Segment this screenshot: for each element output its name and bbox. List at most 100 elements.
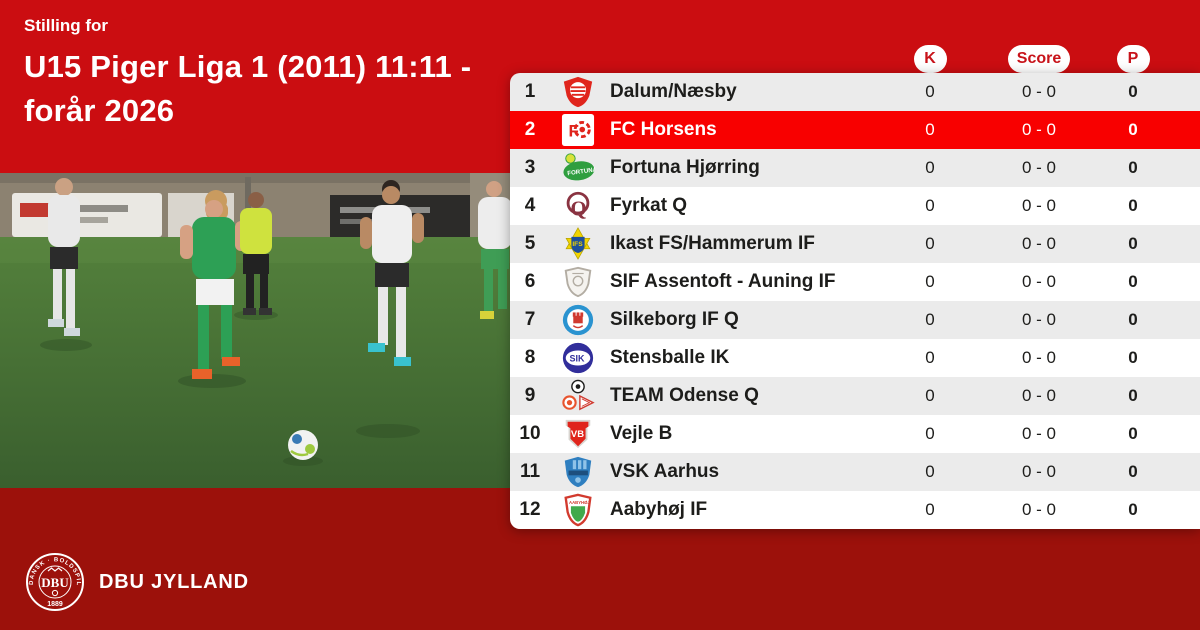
matches-value: 0 xyxy=(925,82,935,101)
fortuna-hjoerring-logo: FORTUNA xyxy=(550,151,606,185)
player-green-center xyxy=(180,190,248,379)
stensballe-ik-logo: SIK xyxy=(550,341,606,375)
score-value: 0 - 0 xyxy=(1021,158,1057,177)
position-number: 6 xyxy=(524,271,536,292)
position-number: 1 xyxy=(524,81,536,102)
table-column-badges: K Score P xyxy=(510,45,1200,73)
score-value: 0 - 0 xyxy=(1021,272,1057,291)
matches-value: 0 xyxy=(925,386,935,405)
matches-value: 0 xyxy=(925,196,935,215)
points-value: 0 xyxy=(1128,348,1138,367)
club-name: Silkeborg IF Q xyxy=(610,309,739,330)
team-odense-logo xyxy=(550,379,606,413)
matches-value: 0 xyxy=(925,272,935,291)
table-row: 4 Q Fyrkat Q 0 0 - 0 0 xyxy=(510,187,1200,225)
position-number: 12 xyxy=(519,499,541,520)
score-value: 0 - 0 xyxy=(1021,82,1057,101)
table-row: 2 F FC Horsens 0 0 - 0 0 xyxy=(510,111,1200,149)
table-row: 1 Dalum/Næsby 0 0 - 0 0 xyxy=(510,73,1200,111)
position-number: 8 xyxy=(524,347,536,368)
eyebrow-label: Stilling for xyxy=(24,16,109,35)
points-value: 0 xyxy=(1128,310,1138,329)
matches-value: 0 xyxy=(925,120,935,139)
club-name: Dalum/Næsby xyxy=(610,81,737,102)
ikast-fs-logo: IFS xyxy=(550,227,606,261)
player-white-right xyxy=(360,180,424,366)
svg-text:IFS: IFS xyxy=(572,241,583,248)
match-photo-illustration xyxy=(0,173,510,488)
crest-year: 1889 xyxy=(47,601,63,608)
score-value: 0 - 0 xyxy=(1021,462,1057,481)
table-row: 8 SIK Stensballe IK 0 0 - 0 0 xyxy=(510,339,1200,377)
matches-value: 0 xyxy=(925,234,935,253)
points-value: 0 xyxy=(1128,500,1138,519)
club-name: VSK Aarhus xyxy=(610,461,720,482)
position-number: 5 xyxy=(524,233,536,254)
matches-column-badge: K xyxy=(913,45,947,73)
matches-value: 0 xyxy=(925,462,935,481)
position-number: 11 xyxy=(519,461,541,482)
position-number: 10 xyxy=(519,423,541,444)
points-value: 0 xyxy=(1128,462,1138,481)
position-number: 9 xyxy=(524,385,536,406)
club-name: Stensballe IK xyxy=(610,347,730,368)
crest-center-text: DBU xyxy=(41,575,69,590)
fc-horsens-logo: F xyxy=(550,113,606,147)
dbu-crest-icon: DANSK · BOLDSPIL · UNION 1889 DBU xyxy=(25,552,84,611)
points-value: 0 xyxy=(1128,424,1138,443)
table-row: 5 IFS Ikast FS/Hammerum IF 0 0 - 0 0 xyxy=(510,225,1200,263)
table-row: 6 SIF Assentoft - Auning IF 0 0 - 0 0 xyxy=(510,263,1200,301)
position-number: 3 xyxy=(524,157,536,178)
svg-text:F: F xyxy=(569,122,579,141)
svg-text:Q: Q xyxy=(570,197,586,220)
silkeborg-if-logo xyxy=(550,303,606,337)
score-value: 0 - 0 xyxy=(1021,196,1057,215)
club-name: Aabyhøj IF xyxy=(610,499,708,520)
svg-text:VB: VB xyxy=(571,429,584,440)
svg-text:FORTUNA: FORTUNA xyxy=(567,166,595,177)
matches-value: 0 xyxy=(925,424,935,443)
soccer-ball xyxy=(288,430,318,460)
table-row: 10 VB Vejle B 0 0 - 0 0 xyxy=(510,415,1200,453)
sif-assentoft-logo xyxy=(550,265,606,299)
matches-value: 0 xyxy=(925,348,935,367)
standings-table: 1 Dalum/Næsby 0 0 - 0 0 2 F FC Horsens 0… xyxy=(510,73,1200,529)
dalum-naesby-logo xyxy=(550,75,606,109)
page-title-line-1: U15 Piger Liga 1 (2011) 11:11 - xyxy=(24,49,472,84)
club-name: Fyrkat Q xyxy=(610,195,688,216)
table-row: 7 Silkeborg IF Q 0 0 - 0 0 xyxy=(510,301,1200,339)
score-value: 0 - 0 xyxy=(1021,348,1057,367)
matches-value: 0 xyxy=(925,310,935,329)
fyrkat-q-logo: Q xyxy=(550,189,606,223)
player-white-left xyxy=(48,178,80,336)
referee xyxy=(240,192,272,315)
header: Stilling for U15 Piger Liga 1 (2011) 11:… xyxy=(24,16,584,133)
aabyhoej-if-logo: AABYHØJ xyxy=(550,493,606,527)
points-value: 0 xyxy=(1128,158,1138,177)
table-row: 3 FORTUNA Fortuna Hjørring 0 0 - 0 0 xyxy=(510,149,1200,187)
org-wordmark: DBU JYLLAND xyxy=(99,570,249,593)
page-title: U15 Piger Liga 1 (2011) 11:11 - forår 20… xyxy=(24,45,584,133)
vejle-b-logo: VB xyxy=(550,417,606,451)
score-value: 0 - 0 xyxy=(1021,120,1057,139)
matches-value: 0 xyxy=(925,158,935,177)
club-name: Fortuna Hjørring xyxy=(610,157,760,178)
club-name: Ikast FS/Hammerum IF xyxy=(610,233,815,254)
club-name: FC Horsens xyxy=(610,119,717,140)
points-value: 0 xyxy=(1128,196,1138,215)
score-value: 0 - 0 xyxy=(1021,234,1057,253)
points-column-badge: P xyxy=(1116,45,1150,73)
player-white-far-right xyxy=(478,181,510,319)
points-value: 0 xyxy=(1128,234,1138,253)
score-value: 0 - 0 xyxy=(1021,500,1057,519)
vsk-aarhus-logo xyxy=(550,455,606,489)
score-value: 0 - 0 xyxy=(1021,310,1057,329)
points-value: 0 xyxy=(1128,272,1138,291)
club-name: SIF Assentoft - Auning IF xyxy=(610,271,836,292)
points-value: 0 xyxy=(1128,120,1138,139)
table-row: 9 TEAM Odense Q 0 0 - 0 0 xyxy=(510,377,1200,415)
page-title-line-2: forår 2026 xyxy=(24,93,175,128)
position-number: 7 xyxy=(524,309,536,330)
match-photo xyxy=(0,173,510,488)
